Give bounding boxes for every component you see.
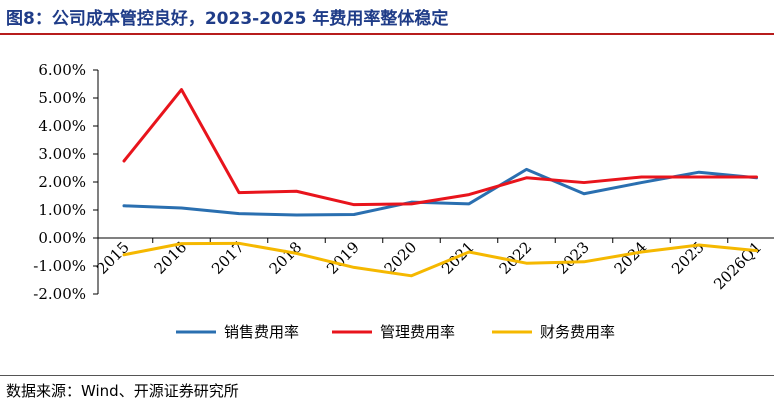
- legend-label-2: 管理费用率: [380, 323, 455, 341]
- legend-label-1: 销售费用率: [224, 323, 299, 341]
- series-line-1: [122, 167, 758, 217]
- y-tick-label: -1.00%: [33, 257, 86, 275]
- series-line-2: [122, 88, 758, 207]
- x-tick-label: 2018: [266, 238, 306, 278]
- y-tick-label: 3.00%: [38, 145, 86, 163]
- y-tick-label: -2.00%: [33, 285, 86, 303]
- legend: 销售费用率 管理费用率 财务费用率: [176, 323, 615, 341]
- y-tick-label: 1.00%: [38, 201, 86, 219]
- y-tick-label: 6.00%: [38, 61, 86, 79]
- x-tick-label: 2024: [611, 238, 651, 278]
- legend-label-3: 财务费用率: [540, 323, 615, 341]
- y-axis: 6.00% 5.00% 4.00% 3.00% 2.00% 1.00% 0.00% -1.00…: [33, 61, 99, 303]
- y-tick-label: 2.00%: [38, 173, 86, 191]
- x-tick-label: 2015: [93, 238, 133, 278]
- y-tick-label: 0.00%: [38, 229, 86, 247]
- y-tick-label: 4.00%: [38, 117, 86, 135]
- x-tick-label: 2023: [553, 238, 593, 278]
- x-tick-label: 2019: [323, 238, 363, 278]
- series-lines: [122, 88, 758, 278]
- y-tick-label: 5.00%: [38, 89, 86, 107]
- title-underline: [0, 33, 774, 35]
- data-source-note: 数据来源：Wind、开源证券研究所: [6, 382, 239, 400]
- series-line-3: [122, 241, 758, 278]
- expense-ratio-line-chart: 6.00% 5.00% 4.00% 3.00% 2.00% 1.00% 0.00% -1.00…: [33, 61, 774, 341]
- figure-title: 图8：公司成本管控良好，2023-2025 年费用率整体稳定: [6, 9, 449, 29]
- source-divider: [0, 375, 774, 376]
